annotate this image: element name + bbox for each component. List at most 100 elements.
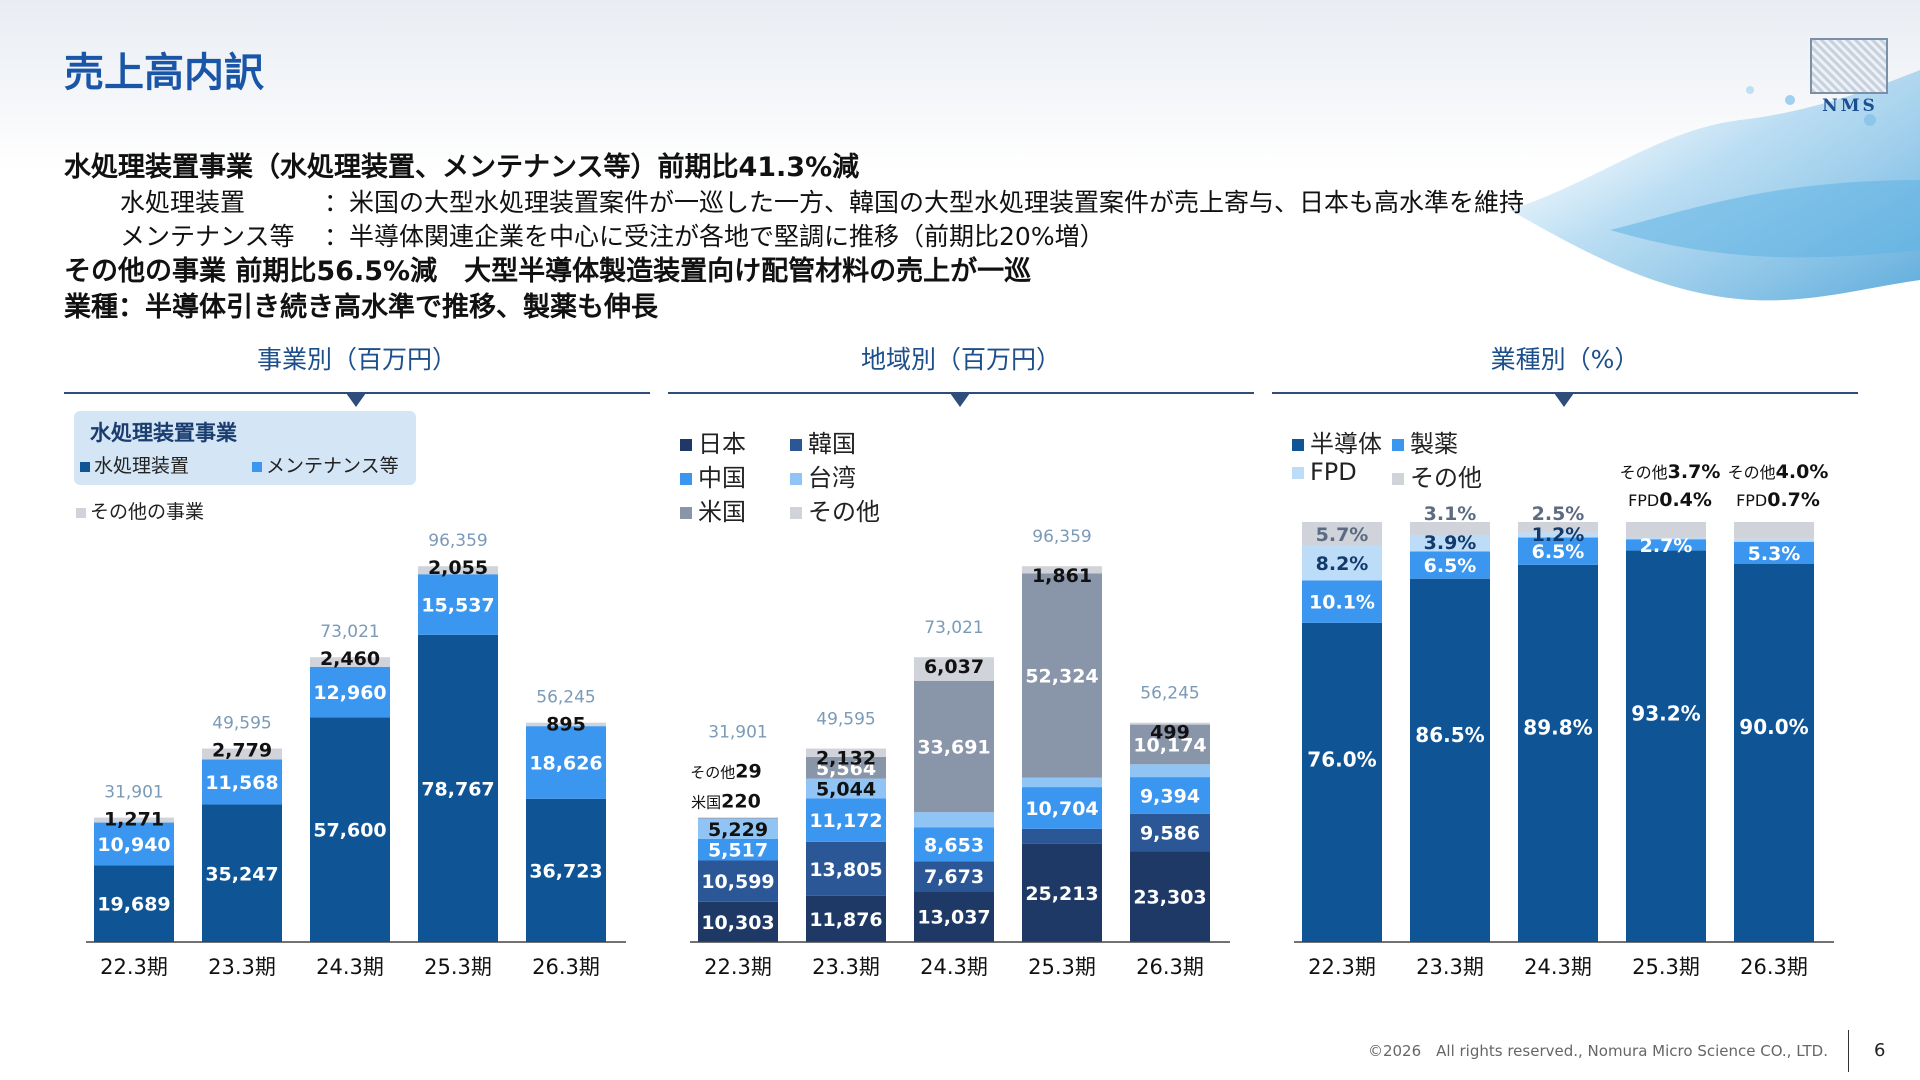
outside-label-prefix: その他	[690, 764, 735, 782]
bar-segment	[310, 717, 390, 942]
data-label: 5,044	[816, 778, 876, 800]
water-splash-decoration	[1510, 70, 1920, 301]
company-logo: NMS	[1810, 38, 1890, 118]
bar-segment	[526, 798, 606, 942]
data-label: 25,213	[1025, 883, 1098, 905]
bar-segment	[698, 838, 778, 861]
bar-segment	[526, 722, 606, 727]
segment-legend-group-title: 水処理装置事業	[90, 421, 237, 445]
legend-swatch	[76, 507, 86, 518]
region-chart-panel: 地域別（百万円） 日本 韓国 中国 台湾 米国 その他 10,303 10,599…	[668, 340, 1254, 1030]
bar-segment	[914, 861, 994, 892]
data-label: 6,037	[924, 656, 984, 678]
outside-label-value: 29	[735, 761, 761, 783]
data-label: 5.7%	[1316, 524, 1369, 546]
bar-segment	[914, 827, 994, 862]
legend-item-water-equipment: 水処理装置	[80, 451, 189, 478]
industry-chart-title: 業種別（%）	[1490, 345, 1640, 374]
bar-segment	[806, 756, 886, 779]
bar-segment	[1130, 813, 1210, 852]
data-label: 3.1%	[1424, 503, 1477, 525]
legend-item-semiconductor: 半導体	[1292, 424, 1382, 459]
data-label: 35,247	[205, 863, 278, 885]
bar-segment	[806, 798, 886, 842]
bar-segment	[1130, 777, 1210, 814]
logo-mark-icon	[1810, 38, 1888, 94]
x-tick-label: 25.3期	[424, 955, 492, 979]
outside-label-value: 4.0%	[1776, 461, 1829, 483]
data-label: 15,537	[421, 595, 494, 617]
legend-label: 中国	[698, 464, 746, 492]
outside-label-value: 220	[721, 791, 761, 813]
data-label: 6.5%	[1424, 555, 1477, 577]
legend-label: 韓国	[808, 430, 856, 458]
data-label: 6.5%	[1532, 541, 1585, 563]
data-label: 78,767	[421, 778, 494, 800]
bar-segment	[202, 804, 282, 942]
legend-label: 台湾	[808, 464, 856, 492]
bar-segment	[1734, 564, 1814, 942]
summary-line-5: 業種：半導体引き続き高水準で推移、製薬も伸長	[64, 292, 658, 323]
bar-segment	[1626, 550, 1706, 942]
bar-segment	[1302, 545, 1382, 581]
x-tick-label: 22.3期	[1308, 955, 1376, 979]
data-label: 8,653	[924, 834, 984, 856]
data-label: 5.3%	[1748, 543, 1801, 565]
legend-swatch	[680, 439, 692, 451]
legend-swatch	[680, 507, 692, 519]
legend-item-japan: 日本	[680, 424, 746, 459]
data-label: 10,303	[701, 912, 774, 934]
x-tick-label: 22.3期	[100, 955, 168, 979]
bar-segment	[202, 759, 282, 805]
summary-line-1: 水処理装置事業（水処理装置、メンテナンス等）前期比41.3%減	[64, 152, 860, 183]
header-background	[0, 0, 1920, 170]
bar-segment	[1518, 564, 1598, 942]
data-label: 2.7%	[1640, 535, 1693, 557]
data-label: 2,132	[816, 748, 876, 770]
data-label: 23,303	[1133, 887, 1206, 909]
region-chart-arrow-icon	[950, 393, 970, 407]
bar-segment	[526, 726, 606, 799]
bar-segment	[1626, 539, 1706, 551]
x-tick-label: 26.3期	[1740, 955, 1808, 979]
bar-segment	[1130, 851, 1210, 942]
segment-legend-box: 水処理装置事業 水処理装置 メンテナンス等	[74, 411, 416, 485]
legend-label: その他	[1410, 464, 1482, 492]
data-label: 2,055	[428, 557, 488, 579]
bar-segment	[1302, 580, 1382, 623]
data-label: 11,568	[205, 772, 278, 794]
bar-segment	[1302, 622, 1382, 942]
x-tick-label: 25.3期	[1028, 955, 1096, 979]
legend-label: 半導体	[1310, 430, 1382, 458]
outside-label-value: 0.7%	[1767, 489, 1820, 511]
bar-segment	[94, 817, 174, 823]
data-label: 5,229	[708, 819, 768, 841]
legend-swatch	[80, 461, 90, 472]
bar-segment	[1130, 764, 1210, 778]
outside-label-value: 0.4%	[1659, 489, 1712, 511]
data-label: 10.1%	[1309, 592, 1375, 614]
legend-label: その他	[808, 498, 880, 526]
summary-line-3-value: ：半導体関連企業を中心に受注が各地で堅調に推移（前期比20%増）	[324, 222, 1105, 251]
logo-text: NMS	[1822, 96, 1878, 116]
total-label: 49,595	[816, 710, 875, 730]
bar-segment	[418, 566, 498, 575]
segment-chart-panel: 事業別（百万円） 水処理装置事業 水処理装置 メンテナンス等 その他の事業 19…	[64, 340, 650, 1030]
bar-segment	[1022, 843, 1102, 942]
legend-item-other-region: その他	[790, 492, 880, 527]
data-label: 10,174	[1133, 734, 1206, 756]
data-label: 93.2%	[1631, 702, 1700, 726]
x-tick-label: 24.3期	[1524, 955, 1592, 979]
legend-item-maintenance: メンテナンス等	[252, 451, 399, 478]
bar-segment	[1130, 724, 1210, 765]
outside-label-usa: 米国220	[691, 791, 761, 813]
bar-segment	[94, 865, 174, 942]
legend-label: メンテナンス等	[266, 455, 399, 477]
legend-label: その他の事業	[90, 501, 205, 523]
bar-segment	[1518, 522, 1598, 533]
data-label: 76.0%	[1307, 747, 1376, 771]
legend-swatch	[1392, 439, 1404, 451]
data-label: 18,626	[529, 752, 602, 774]
bar-segment	[1410, 535, 1490, 552]
